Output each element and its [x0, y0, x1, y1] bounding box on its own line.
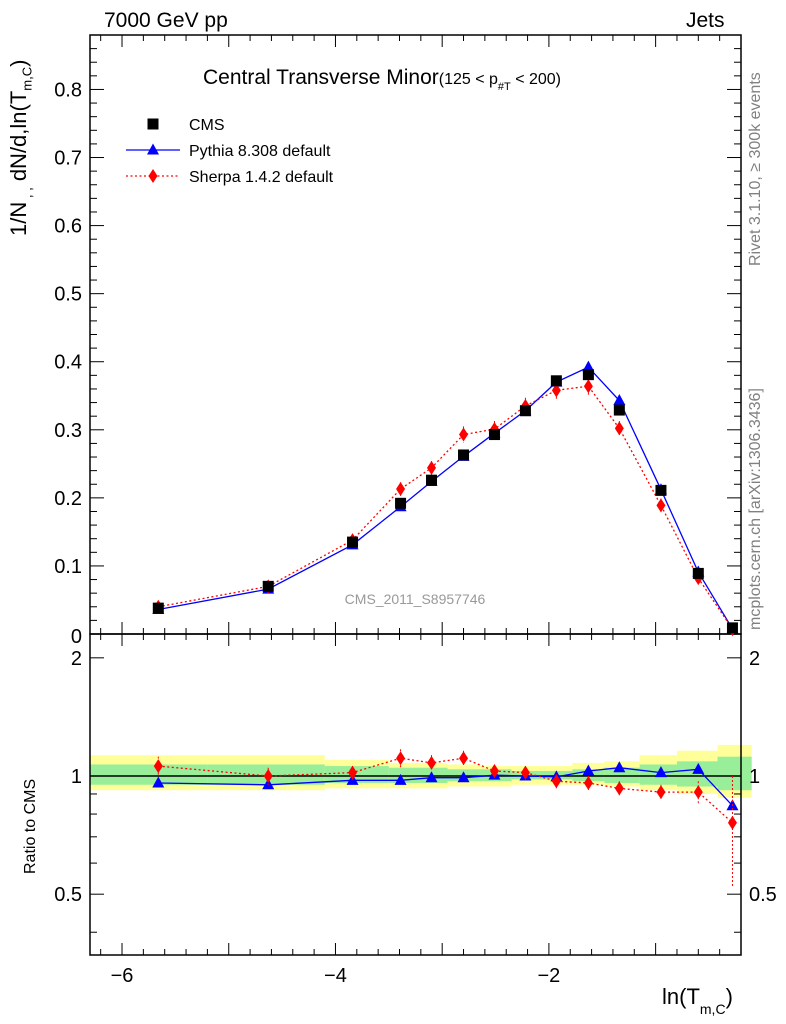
main-y-axis-label: 1/N , , dN/d,ln(Tm,C) — [6, 59, 35, 236]
legend-marker — [147, 118, 159, 130]
legend-marker — [148, 169, 158, 183]
data-point — [394, 773, 407, 785]
y-tick-label: 0.7 — [54, 148, 82, 170]
ratio-y-tick-label-right: 0.5 — [749, 884, 777, 906]
data-point — [613, 394, 626, 406]
data-point — [583, 775, 593, 790]
series-line — [158, 767, 733, 807]
y-tick-label: 0.2 — [54, 488, 82, 510]
x-tick-label: −2 — [537, 965, 560, 987]
ratio-y-axis-label: Ratio to CMS — [22, 778, 39, 874]
data-point — [152, 602, 164, 614]
data-point — [520, 765, 530, 780]
category-label: Jets — [686, 9, 725, 32]
data-point — [396, 482, 406, 497]
chart-title: Central Transverse Minor(125 < p#T < 200… — [203, 66, 561, 93]
main-y-axis-ticks — [90, 34, 741, 621]
data-point — [426, 474, 438, 486]
data-point — [693, 785, 703, 800]
rivet-label: Rivet 3.1.10, ≥ 300k events — [747, 72, 764, 266]
x-axis-label: ln(Tm,C) — [662, 984, 733, 1017]
data-point — [347, 536, 359, 548]
green-band-segment — [717, 756, 752, 791]
legend: CMS Pythia 8.308 default Sherpa 1.4.2 defa… — [126, 117, 334, 186]
data-point — [348, 765, 358, 780]
data-point — [395, 497, 407, 509]
data-point — [153, 759, 163, 774]
data-point — [655, 484, 667, 496]
legend-item: CMS — [147, 117, 225, 134]
main-plot-frame — [89, 34, 742, 635]
data-point — [583, 379, 593, 394]
ratio-y-tick-label: 0.5 — [54, 884, 82, 906]
y-tick-label: 0 — [71, 626, 82, 648]
data-point — [459, 751, 469, 766]
legend-label: Sherpa 1.4.2 default — [189, 169, 334, 186]
ratio-y-tick-label: 1 — [71, 766, 82, 788]
series-line — [158, 757, 733, 824]
ratio-y-axis-ticks — [90, 657, 741, 933]
ratio-y-tick-label-right: 1 — [749, 766, 760, 788]
data-point — [262, 580, 274, 592]
data-point — [457, 771, 470, 783]
y-tick-label: 0.3 — [54, 420, 82, 442]
data-point — [582, 360, 595, 372]
data-point — [613, 404, 625, 416]
data-point — [654, 766, 667, 778]
data-point — [396, 751, 406, 766]
data-point — [656, 785, 666, 800]
ratio-series-sherpa-1-4-2-default — [153, 749, 737, 888]
x-axis-ticks — [100, 35, 742, 955]
data-point — [582, 369, 594, 381]
energy-label: 7000 GeV pp — [104, 9, 228, 32]
legend-item: Pythia 8.308 default — [126, 143, 331, 160]
data-point — [613, 761, 626, 773]
ratio-y-tick-label: 2 — [71, 648, 82, 670]
data-point — [427, 755, 437, 770]
series-line — [158, 366, 734, 630]
analysis-watermark: CMS_2011_S8957746 — [345, 591, 486, 607]
y-tick-label: 0.1 — [54, 556, 82, 578]
data-point — [488, 429, 500, 441]
data-point — [263, 769, 273, 784]
main-series-cms — [152, 369, 738, 634]
y-tick-label: 0.6 — [54, 216, 82, 238]
x-tick-label: −6 — [111, 965, 134, 987]
data-point — [489, 763, 499, 778]
data-point — [692, 762, 705, 774]
data-point — [152, 776, 165, 788]
data-point — [582, 764, 595, 776]
ratio-y-tick-label-right: 2 — [749, 648, 760, 670]
data-point — [427, 460, 437, 475]
data-point — [614, 421, 624, 436]
source-label: mcplots.cern.ch [arXiv:1306.3436] — [747, 388, 764, 630]
y-tick-label: 0.5 — [54, 284, 82, 306]
data-point — [550, 375, 562, 387]
data-point — [551, 774, 561, 789]
data-point — [519, 405, 531, 417]
data-point — [727, 815, 737, 830]
data-point — [726, 622, 738, 634]
data-point — [425, 771, 438, 783]
ratio-series-pythia-8-308-default — [152, 761, 739, 811]
legend-item: Sherpa 1.4.2 default — [126, 169, 334, 186]
green-band-segment — [90, 764, 208, 785]
data-point — [551, 383, 561, 398]
x-tick-label: −4 — [324, 965, 347, 987]
legend-label: CMS — [189, 117, 225, 134]
data-point — [614, 781, 624, 796]
legend-marker — [147, 143, 159, 155]
data-point — [459, 427, 469, 442]
legend-label: Pythia 8.308 default — [189, 143, 331, 160]
ratio-plot-frame — [89, 633, 742, 956]
data-point — [458, 449, 470, 461]
data-point — [692, 567, 704, 579]
green-band-segment — [324, 766, 389, 783]
data-point — [656, 498, 666, 513]
y-tick-label: 0.8 — [54, 79, 82, 101]
y-tick-label: 0.4 — [54, 352, 82, 374]
